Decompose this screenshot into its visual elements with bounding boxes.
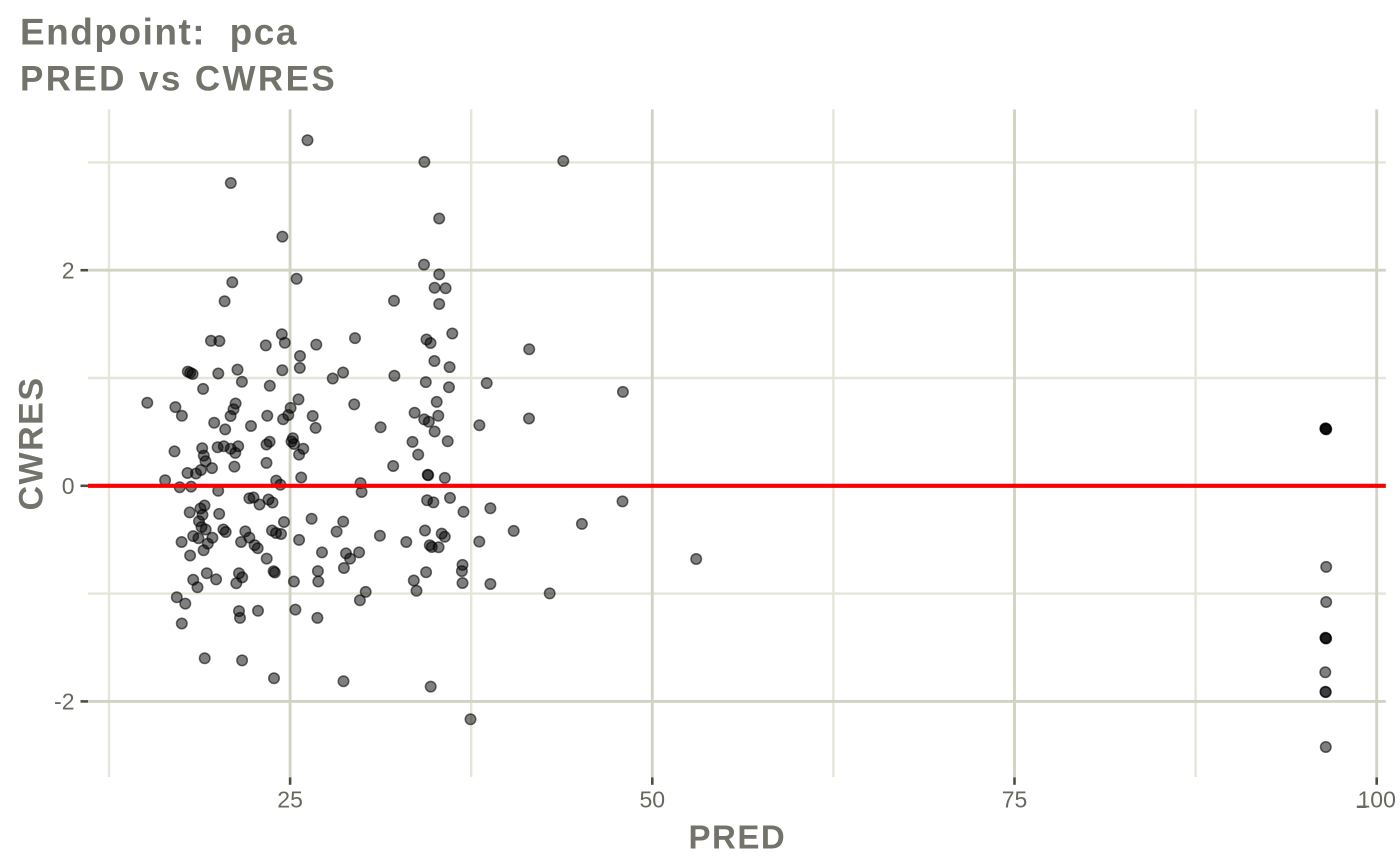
svg-text:0: 0 [62,473,75,499]
svg-text:PRED: PRED [689,818,787,855]
svg-text:CWRES: CWRES [13,376,51,510]
svg-text:Endpoint: pca: Endpoint: pca [20,11,298,52]
svg-text:25: 25 [277,787,303,813]
svg-text:-2: -2 [54,689,74,715]
svg-text:100: 100 [1358,787,1396,813]
svg-text:PRED vs CWRES: PRED vs CWRES [20,59,337,98]
svg-text:2: 2 [62,257,75,283]
svg-text:50: 50 [640,787,666,813]
svg-text:75: 75 [1002,787,1028,813]
